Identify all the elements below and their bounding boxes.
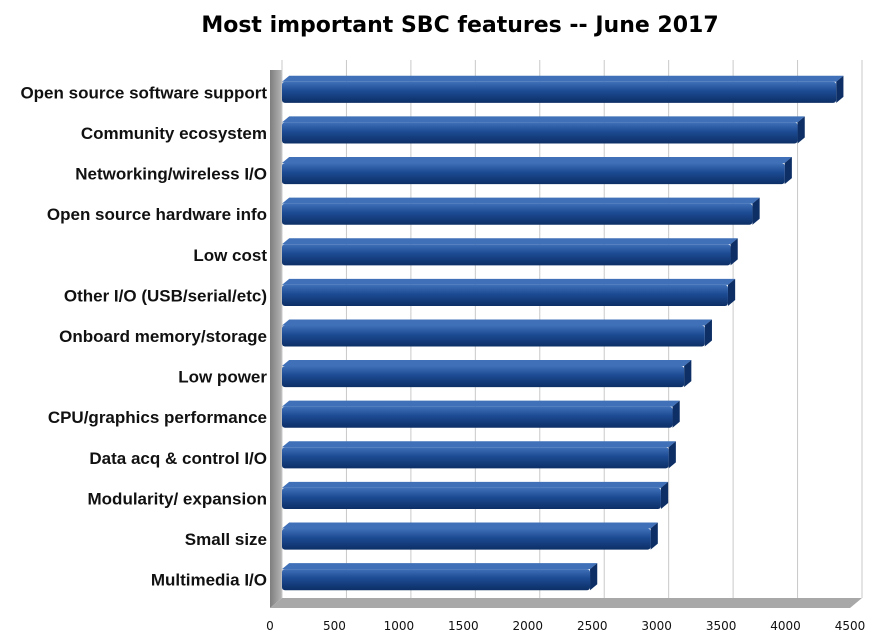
- bar-end-face: [836, 75, 844, 103]
- bar-end-face: [650, 522, 658, 550]
- bar: [282, 487, 661, 510]
- bar-end-face: [704, 319, 712, 347]
- floor: [270, 598, 862, 608]
- bar: [282, 81, 837, 103]
- bar: [282, 284, 728, 306]
- bar-end-face: [684, 360, 692, 388]
- bar: [282, 366, 685, 388]
- x-tick-label: 3000: [641, 619, 672, 633]
- bar-top-face: [282, 319, 712, 326]
- bar: [282, 162, 785, 185]
- bar-end-face: [752, 197, 760, 225]
- category-label: Onboard memory/storage: [59, 327, 267, 346]
- x-tick-label: 2500: [577, 619, 608, 633]
- bar: [282, 406, 673, 428]
- category-label: Low cost: [193, 246, 267, 265]
- bar: [282, 122, 798, 144]
- category-label: Small size: [185, 530, 267, 549]
- bar-end-face: [590, 563, 598, 591]
- category-label: Other I/O (USB/serial/etc): [64, 286, 267, 305]
- x-tick-label: 3500: [706, 619, 737, 633]
- category-label: Community ecosystem: [81, 124, 267, 143]
- bar: [282, 203, 753, 225]
- bar-top-face: [282, 75, 844, 82]
- bar: [282, 569, 591, 591]
- bar: [282, 244, 731, 266]
- bar-top-face: [282, 278, 736, 285]
- bar: [282, 447, 669, 469]
- x-tick-label: 4500: [835, 619, 866, 633]
- x-tick-label: 1000: [384, 619, 415, 633]
- bar-end-face: [672, 400, 680, 428]
- bar-top-face: [282, 522, 658, 529]
- x-tick-label: 4000: [770, 619, 801, 633]
- category-label: CPU/graphics performance: [48, 408, 267, 427]
- bar-end-face: [784, 156, 792, 185]
- bar-top-face: [282, 400, 680, 407]
- category-label: Modularity/ expansion: [88, 489, 267, 508]
- bar-top-face: [282, 563, 598, 570]
- bar-top-face: [282, 238, 738, 245]
- bar: [282, 528, 651, 550]
- category-label: Low power: [178, 368, 267, 387]
- x-tick-label: 1500: [448, 619, 479, 633]
- bar-top-face: [282, 481, 669, 488]
- category-label: Open source software support: [20, 83, 267, 102]
- bar-top-face: [282, 197, 760, 204]
- bar-end-face: [668, 441, 676, 469]
- chart-title: Most important SBC features -- June 2017: [201, 13, 718, 38]
- bar-end-face: [730, 238, 738, 266]
- side-wall: [270, 70, 282, 608]
- plot-area: 0 500 1000 1500 2000 2500 3000 3500 4000 4500 Open…: [20, 60, 865, 633]
- bar-top-face: [282, 116, 805, 123]
- category-label: Data acq & control I/O: [89, 449, 267, 468]
- category-label: Open source hardware info: [47, 205, 267, 224]
- x-tick-label: 2000: [513, 619, 544, 633]
- category-label: Networking/wireless I/O: [75, 165, 267, 184]
- bar-end-face: [727, 278, 736, 306]
- x-tick-label: 0: [266, 619, 274, 633]
- bar-top-face: [282, 156, 792, 163]
- x-tick-label: 500: [323, 619, 346, 633]
- category-label: Multimedia I/O: [151, 571, 267, 590]
- bar: [282, 325, 705, 347]
- bar-end-face: [660, 481, 669, 510]
- bar-end-face: [797, 116, 805, 144]
- bar-top-face: [282, 360, 692, 367]
- bar-top-face: [282, 441, 676, 448]
